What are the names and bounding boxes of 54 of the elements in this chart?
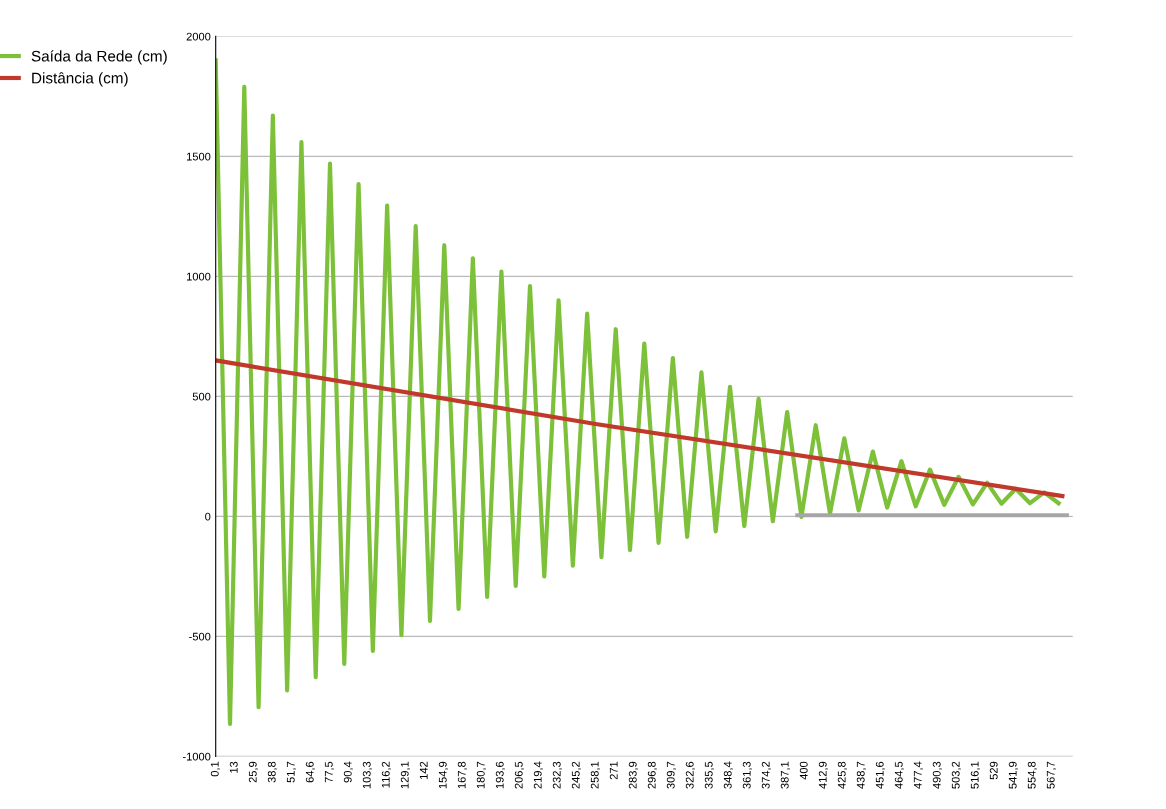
x-tick-label: 296,8 [647, 761, 657, 789]
x-tick-label: 335,5 [704, 761, 714, 789]
x-tick-label: 348,4 [723, 761, 733, 789]
y-tick-label: -1000 [182, 752, 211, 761]
x-tick-label: 116,2 [381, 761, 391, 788]
x-tick-label: 400 [799, 761, 808, 780]
x-tick-label: 271 [609, 761, 618, 780]
legend-label: Distância (cm) [32, 72, 128, 87]
x-tick-label: 529 [989, 761, 998, 780]
x-tick-label: 77,5 [324, 761, 334, 783]
x-tick-label: 541,9 [1008, 761, 1018, 789]
x-tick-label: 438,7 [856, 761, 866, 789]
x-tick-label: 477,4 [913, 761, 923, 789]
x-tick-label: 38,8 [267, 761, 277, 783]
x-tick-label: 464,5 [894, 761, 904, 789]
x-tick-label: 13 [229, 761, 238, 773]
y-tick-label: -500 [189, 632, 211, 641]
y-tick-label: 1000 [186, 272, 211, 281]
x-tick-label: 154,9 [438, 761, 448, 789]
x-tick-label: 142 [419, 761, 428, 779]
x-tick-label: 206,5 [514, 761, 524, 789]
x-tick-label: 167,8 [457, 761, 467, 789]
x-tick-label: 567,7 [1046, 761, 1056, 789]
x-tick-label: 283,9 [628, 761, 638, 789]
x-tick-label: 51,7 [286, 761, 296, 783]
x-tick-label: 309,7 [666, 761, 676, 789]
x-tick-label: 412,9 [818, 761, 828, 789]
x-tick-label: 25,9 [248, 761, 258, 783]
x-tick-label: 361,3 [742, 761, 752, 789]
legend-label: Saída da Rede (cm) [31, 50, 167, 65]
x-tick-label: 245,2 [571, 761, 581, 789]
x-tick-label: 516,1 [970, 761, 980, 789]
x-tick-label: 232,3 [552, 761, 562, 789]
x-tick-label: 64,6 [305, 761, 315, 783]
y-tick-label: 1500 [186, 152, 211, 161]
x-tick-label: 258,1 [590, 761, 600, 789]
y-tick-label: 0 [205, 512, 211, 521]
x-tick-label: 425,8 [837, 761, 847, 789]
x-tick-label: 219,4 [533, 761, 543, 789]
x-tick-label: 0,1 [210, 761, 221, 777]
x-tick-label: 103,3 [362, 761, 372, 789]
x-tick-label: 322,6 [685, 761, 695, 789]
x-tick-label: 503,2 [951, 761, 961, 789]
x-tick-label: 490,3 [932, 761, 942, 789]
x-tick-label: 90,4 [343, 761, 353, 783]
x-tick-label: 129,1 [400, 761, 410, 789]
x-tick-label: 451,6 [875, 761, 885, 789]
y-tick-label: 2000 [186, 32, 211, 41]
x-tick-label: 193,6 [495, 761, 505, 789]
x-tick-label: 554,8 [1027, 761, 1037, 789]
y-tick-label: 500 [192, 392, 211, 401]
x-tick-label: 387,1 [780, 761, 790, 789]
x-tick-label: 180,7 [476, 761, 486, 789]
x-tick-label: 374,2 [761, 761, 771, 789]
